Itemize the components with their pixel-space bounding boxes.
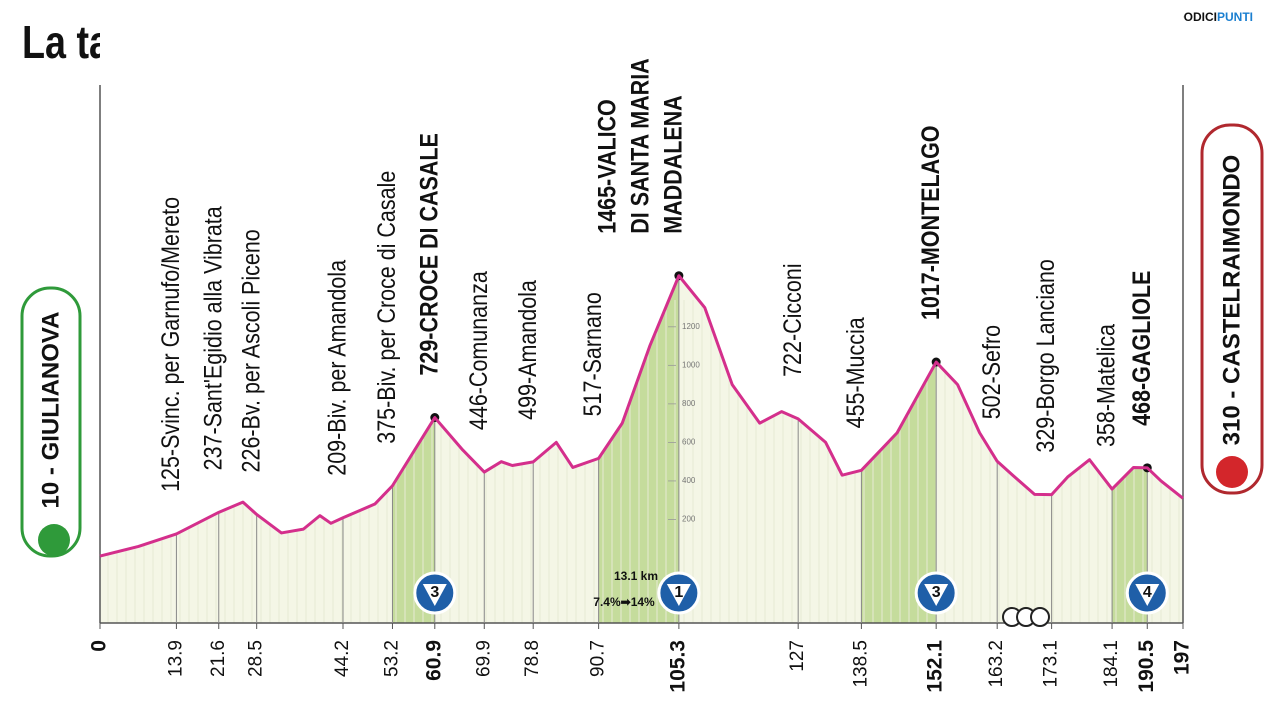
waypoint-label: 446-Comunanza (464, 271, 492, 430)
climb-note: 13.1 km (614, 569, 658, 583)
waypoint-label: 502-Sefro (977, 325, 1005, 419)
waypoint-label: 209-Biv. per Amandola (323, 260, 351, 476)
x-tick-label: 152.1 (924, 640, 947, 693)
x-tick-label: 197 (1171, 640, 1194, 675)
mask-above (100, 0, 1183, 557)
gpm-triangle (422, 584, 447, 606)
x-tick-label: 13.9 (165, 640, 186, 677)
waypoint-label: 125-Svinc. per Garnufo/Mereto (156, 197, 184, 492)
x-tick-label: 69.9 (473, 640, 494, 677)
start-icon (38, 524, 70, 556)
waypoint-label: 375-Biv. per Croce di Casale (373, 171, 401, 444)
background (100, 0, 1183, 623)
icon (1030, 607, 1050, 627)
waypoint-label: MADDALENA (659, 95, 687, 234)
x-tick-label: 21.6 (208, 640, 229, 677)
brand-a: DODICI (1175, 10, 1217, 24)
x-tick-label: 60.9 (422, 640, 445, 681)
gpm-label: 4 (1143, 584, 1152, 601)
gpm-triangle (666, 584, 691, 606)
x-tick-label: 190.5 (1135, 640, 1158, 693)
gpm-triangle (924, 584, 949, 606)
x-tick-label: 163.2 (986, 640, 1007, 688)
x-tick-label: 90.7 (588, 640, 609, 677)
start-box (20, 286, 82, 558)
x-tick-label: 105.3 (666, 640, 689, 693)
climb-area (861, 362, 937, 623)
x-tick-label: 138.5 (850, 640, 871, 688)
waypoint-label: 1017-MONTELAGO (916, 125, 944, 320)
gpm-label: 3 (932, 584, 941, 601)
waypoint-label: 1465-VALICO (593, 99, 621, 234)
sprint-icons (1002, 607, 1050, 627)
brand-b: PUNTI (1217, 10, 1253, 24)
finish-icon (1216, 456, 1248, 488)
y-tick-label: 1000 (682, 360, 700, 369)
finish-label: 310 - CASTELRAIMONDO (1218, 155, 1245, 446)
x-tick-label: 0 (88, 640, 111, 652)
waypoint-label: 499-Amandola (513, 280, 541, 420)
x-tick-label: 78.8 (522, 640, 543, 677)
waypoint-label: 468-GAGLIOLE (1127, 271, 1155, 426)
waypoint-label: 358-Matelica (1092, 324, 1120, 447)
x-tick-label: 127 (787, 640, 808, 672)
x-tick-label: 53.2 (381, 640, 402, 677)
gpm-label: 1 (674, 584, 683, 601)
x-tick-label: 184.1 (1101, 640, 1122, 688)
gpm-triangle (1135, 584, 1160, 606)
y-tick-label: 800 (682, 399, 696, 408)
waypoint-label: 517-Sarnano (579, 292, 607, 416)
brand: DODICIPUNTI (1175, 10, 1253, 24)
waypoint-label: 329-Borgo Lanciano (1032, 259, 1060, 453)
x-tick-label: 28.5 (246, 640, 267, 677)
y-tick-label: 600 (682, 438, 696, 447)
waypoint-label: 455-Muccia (841, 317, 869, 428)
waypoint-label: 729-CROCE DI CASALE (415, 133, 443, 375)
gpm-label: 3 (430, 584, 439, 601)
finish-box (1200, 123, 1264, 495)
waypoint-label: 237-Sant'Egidio alla Vibrata (199, 206, 227, 470)
waypoint-label: 722-Cicconi (778, 263, 806, 376)
climb-note: 7.4%➡14% (593, 595, 655, 609)
x-tick-label: 173.1 (1041, 640, 1062, 688)
foreground: 200 400 600 800 1000 1200 0 13.9 21.6 28.5 44.2 53.… (88, 58, 1194, 692)
waypoint-label: 226-Bv. per Ascoli Piceno (237, 229, 265, 472)
y-tick-label: 400 (682, 476, 696, 485)
x-tick-label: 44.2 (332, 640, 353, 677)
start-label: 10 - GIULIANOVA (37, 312, 64, 509)
y-tick-label: 200 (682, 515, 696, 524)
y-tick-label: 1200 (682, 322, 700, 331)
profile-line (99, 274, 1184, 558)
waypoint-label: DI SANTA MARIA (626, 58, 654, 234)
